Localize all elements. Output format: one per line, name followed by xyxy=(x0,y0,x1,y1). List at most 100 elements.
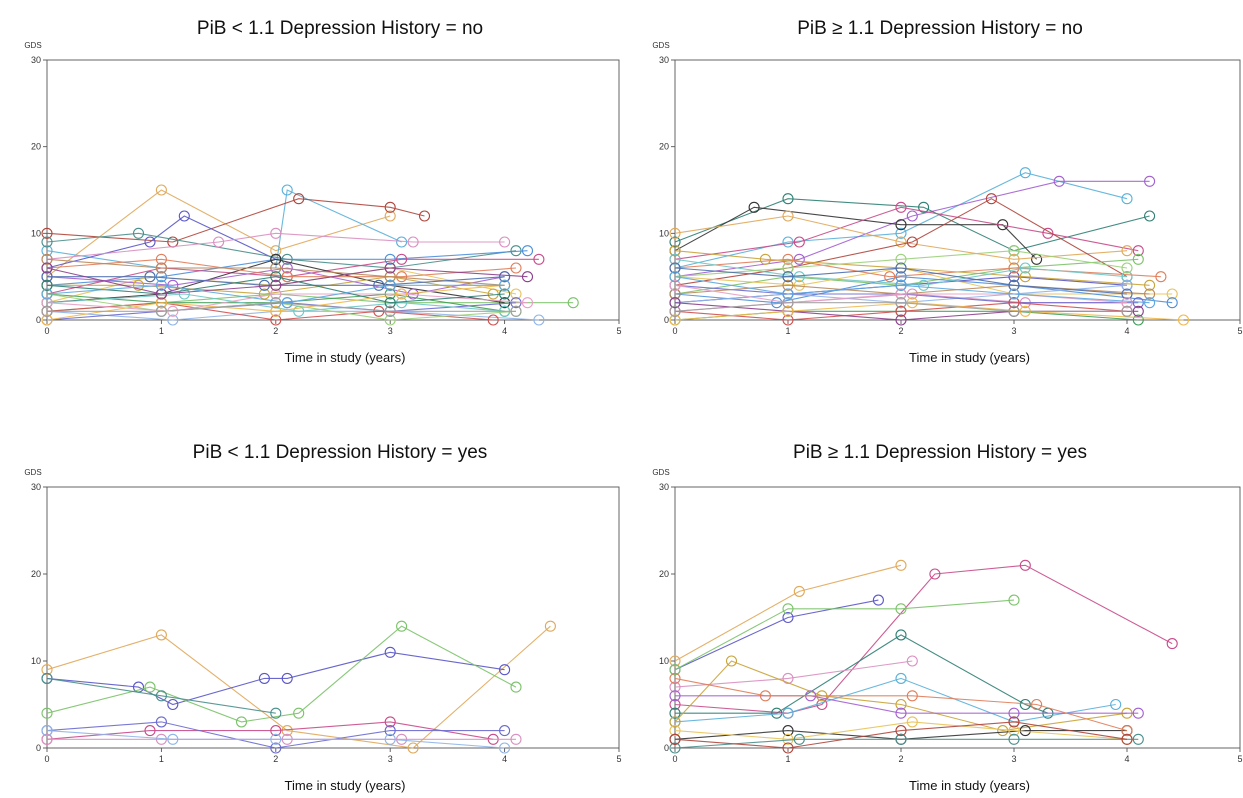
data-point xyxy=(499,664,511,676)
data-point xyxy=(906,690,918,702)
series-4 xyxy=(669,594,1020,676)
data-point xyxy=(895,288,907,300)
data-point xyxy=(1144,288,1156,300)
data-point xyxy=(782,725,794,737)
data-point xyxy=(41,236,53,248)
data-point xyxy=(1019,167,1031,179)
series-line xyxy=(674,660,913,688)
data-point xyxy=(1008,245,1020,257)
data-point xyxy=(1166,638,1178,650)
data-point xyxy=(1008,305,1020,317)
chart-title: PiB < 1.1 Depression History = yes xyxy=(193,442,488,463)
data-point xyxy=(1121,193,1133,205)
series-line xyxy=(674,564,1173,714)
data-point xyxy=(510,305,522,317)
data-point xyxy=(213,236,225,248)
x-tick-label: 4 xyxy=(1124,754,1129,764)
x-tick-label: 3 xyxy=(388,326,393,336)
data-point xyxy=(384,279,396,291)
data-point xyxy=(669,655,681,667)
data-point xyxy=(895,262,907,274)
y-tick-label: 30 xyxy=(31,482,41,492)
series-13 xyxy=(669,733,1144,754)
data-point xyxy=(1132,733,1144,745)
y-tick-label: 20 xyxy=(31,569,41,579)
data-point xyxy=(1132,253,1144,265)
data-point xyxy=(782,305,794,317)
data-point xyxy=(41,227,53,239)
x-tick-label: 2 xyxy=(273,754,278,764)
series-line xyxy=(674,302,1127,312)
data-point xyxy=(384,271,396,283)
data-point xyxy=(1121,245,1133,257)
series-line xyxy=(47,276,505,286)
series-7 xyxy=(669,672,1122,728)
y-tick-label: 10 xyxy=(31,228,41,238)
data-point xyxy=(1008,279,1020,291)
data-point xyxy=(669,253,681,265)
y-tick-label: 30 xyxy=(659,482,669,492)
series-line xyxy=(46,198,425,243)
data-point xyxy=(510,288,522,300)
data-point xyxy=(270,271,282,283)
data-point xyxy=(1008,716,1020,728)
data-point xyxy=(669,227,681,239)
series-28 xyxy=(41,279,511,309)
series-23 xyxy=(669,262,1133,300)
data-point xyxy=(281,672,293,684)
series-line xyxy=(674,258,1128,286)
data-point xyxy=(782,297,794,309)
series-line xyxy=(674,738,1139,749)
data-point xyxy=(1121,297,1133,309)
y-tick-label: 20 xyxy=(31,142,41,152)
y-tick-label: 30 xyxy=(31,55,41,65)
data-point xyxy=(41,725,53,737)
data-point xyxy=(782,603,794,615)
x-tick-label: 1 xyxy=(785,754,790,764)
data-point xyxy=(895,236,907,248)
series-line xyxy=(674,198,1150,252)
y-tick-label: 20 xyxy=(659,142,669,152)
data-point xyxy=(906,236,918,248)
series-line xyxy=(674,206,1139,260)
data-point xyxy=(1144,297,1156,309)
y-tick-label: 10 xyxy=(31,656,41,666)
data-point xyxy=(669,288,681,300)
data-point xyxy=(281,271,293,283)
data-point xyxy=(1008,262,1020,274)
data-point xyxy=(669,716,681,728)
data-point xyxy=(782,707,794,719)
data-point xyxy=(1166,288,1178,300)
data-point xyxy=(895,227,907,239)
series-line xyxy=(674,250,1128,278)
series-line xyxy=(674,564,902,662)
data-point xyxy=(384,262,396,274)
series-line xyxy=(46,625,517,723)
data-point xyxy=(533,253,545,265)
data-point xyxy=(41,672,53,684)
x-tick-label: 4 xyxy=(502,754,507,764)
data-point xyxy=(499,725,511,737)
data-point xyxy=(270,288,282,300)
data-point xyxy=(1132,707,1144,719)
data-point xyxy=(155,305,167,317)
plot-frame xyxy=(46,59,620,321)
x-tick-label: 1 xyxy=(159,754,164,764)
series-line xyxy=(674,310,1139,321)
data-point xyxy=(499,279,511,291)
data-point xyxy=(41,262,53,274)
series-line xyxy=(46,215,277,269)
data-point xyxy=(1121,305,1133,317)
y-tick-label: 0 xyxy=(36,743,41,753)
series-8 xyxy=(41,725,511,754)
data-point xyxy=(1166,297,1178,309)
series-27 xyxy=(669,271,1156,309)
data-point xyxy=(669,725,681,737)
x-axis-label: Time in study (years) xyxy=(909,778,1030,793)
data-point xyxy=(155,629,167,641)
data-point xyxy=(895,314,907,326)
data-point xyxy=(155,262,167,274)
data-point xyxy=(521,245,534,257)
series-line xyxy=(674,721,1128,740)
